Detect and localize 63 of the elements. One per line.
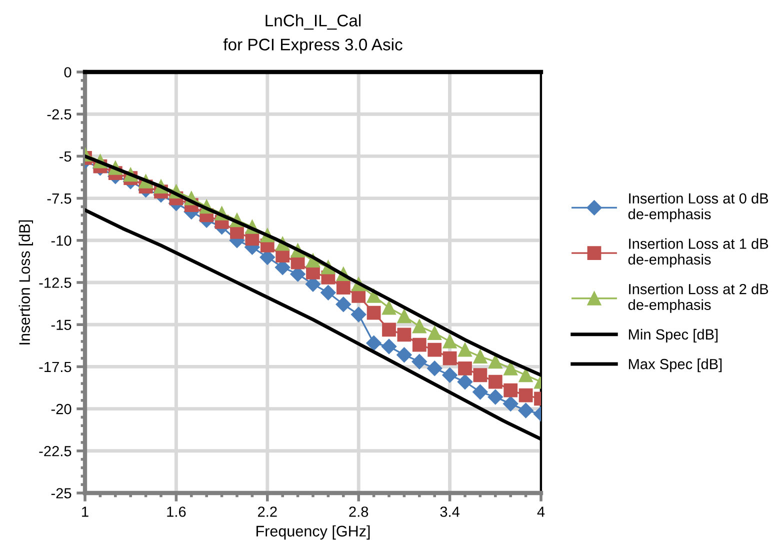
point: [518, 402, 534, 418]
point: [336, 296, 351, 312]
point: [473, 368, 488, 382]
point: [382, 322, 396, 337]
x-tick-label: 1: [82, 506, 88, 517]
point: [366, 289, 381, 303]
legend-label: Max Spec [dB]: [628, 358, 722, 372]
point: [428, 342, 442, 357]
point: [397, 309, 412, 324]
y-tick-label: -20: [51, 404, 72, 414]
point: [412, 338, 426, 352]
y-tick-label: -15: [51, 320, 72, 330]
legend-label: Min Spec [dB]: [628, 328, 718, 342]
y-tick-label: -17.5: [39, 362, 72, 372]
point: [472, 384, 488, 400]
point: [320, 285, 336, 300]
point: [382, 300, 396, 315]
y-tick-label: -2.5: [47, 109, 72, 120]
point: [458, 342, 472, 357]
point: [504, 361, 518, 376]
legend-label: Insertion Loss at 2 dB de-emphasis: [628, 284, 768, 313]
point: [504, 383, 518, 398]
point: [488, 354, 502, 369]
chart-title: LnCh_IL_Cal: [266, 14, 361, 30]
x-axis-title: Frequency [GHz]: [256, 525, 370, 540]
chart-subtitle: for PCI Express 3.0 Asic: [223, 38, 402, 54]
point: [381, 338, 397, 354]
x-tick-label: 3.4: [440, 506, 460, 517]
point: [473, 350, 488, 364]
point: [397, 328, 412, 342]
point: [488, 389, 503, 405]
legend-label: Insertion Loss at 0 dB de-emphasis: [628, 192, 768, 222]
y-tick-label: -25: [51, 488, 72, 498]
y-tick-label: -10: [51, 236, 72, 246]
y-axis-title: Insertion Loss [dB]: [18, 220, 34, 344]
y-tick-label: -7.5: [47, 194, 72, 204]
point: [428, 326, 442, 340]
point: [518, 388, 533, 402]
point: [442, 368, 458, 383]
x-tick-label: 2.2: [258, 506, 277, 517]
point: [366, 306, 381, 320]
point: [457, 374, 473, 390]
y-tick-label: -5: [59, 151, 72, 162]
point: [351, 306, 366, 322]
point: [412, 319, 426, 334]
point: [458, 361, 472, 376]
point: [412, 354, 427, 370]
point: [427, 360, 442, 376]
y-tick-label: -12.5: [39, 278, 72, 288]
point: [503, 396, 518, 412]
y-tick-label: -22.5: [39, 446, 72, 456]
y-tick-label: 0: [64, 67, 72, 78]
point: [488, 374, 502, 389]
x-tick-label: 1.6: [167, 506, 186, 517]
point: [366, 336, 382, 351]
point: [442, 334, 457, 348]
point: [518, 368, 533, 382]
point: [336, 280, 350, 294]
point: [442, 351, 457, 366]
x-tick-label: 4: [537, 506, 545, 517]
legend-label: Insertion Loss at 1 dB de-emphasis: [628, 238, 768, 268]
point: [396, 347, 412, 362]
x-tick-label: 2.8: [349, 506, 368, 517]
